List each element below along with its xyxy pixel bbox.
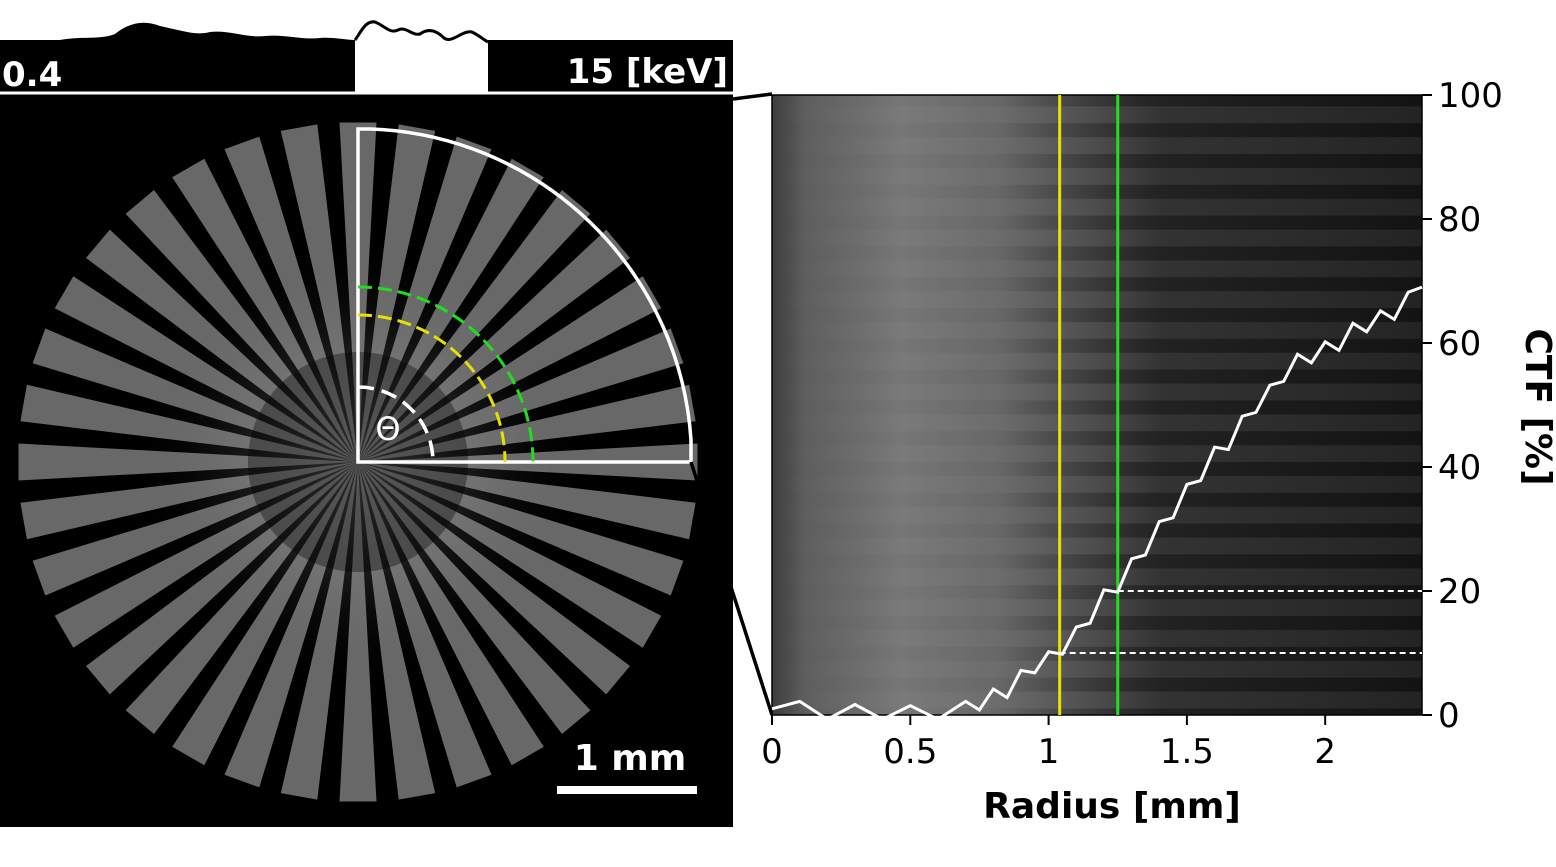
ctf-curve: [771, 285, 1423, 722]
x-tick-label: 0.5: [883, 732, 937, 772]
theta-arc: [357, 385, 435, 463]
y-tick-label: 0: [1438, 696, 1460, 736]
star-spoke: [224, 136, 358, 462]
star-spoke: [358, 384, 696, 462]
star-spokes: [18, 122, 698, 802]
star-spoke: [280, 124, 358, 463]
star-spoke: [358, 462, 544, 766]
star-spoke: [172, 158, 358, 462]
star-spoke: [358, 462, 684, 596]
zoom-connector-bottom: [689, 461, 774, 716]
siemens-star: [18, 122, 698, 802]
star-spoke: [54, 462, 358, 648]
spectrum-min-label: 0.4: [2, 55, 62, 95]
star-spoke: [358, 158, 544, 462]
zoom-connector-top: [732, 92, 773, 101]
y-tick-label: 20: [1438, 572, 1481, 612]
star-spoke: [32, 328, 358, 462]
star-spoke: [18, 443, 358, 481]
y-tick-label: 80: [1438, 200, 1481, 240]
y-tick-label: 100: [1438, 76, 1503, 116]
y-tick-label: 60: [1438, 324, 1481, 364]
star-spoke: [224, 462, 358, 788]
spoke-stripes: [772, 95, 1422, 715]
star-spoke: [358, 462, 492, 788]
star-spoke: [280, 462, 358, 800]
energy-window: [355, 40, 488, 92]
star-spoke: [358, 229, 630, 462]
y-axis-label: CTF [%]: [1517, 328, 1556, 485]
x-axis-ticks: 0 0.5 1 1.5 2: [761, 715, 1336, 772]
quadrant-region: Θ: [356, 127, 693, 464]
spectrum-bar: 0.4 15 [keV]: [0, 20, 733, 95]
yellow-radius-arc: [357, 313, 507, 463]
star-spoke: [358, 462, 630, 695]
star-spoke: [339, 462, 377, 802]
star-spoke: [86, 229, 358, 462]
spectrum-max-label: 15 [keV]: [567, 52, 728, 92]
scale-bar-line: [557, 786, 697, 794]
star-spoke: [358, 462, 662, 648]
star-spoke: [358, 462, 436, 800]
scale-bar: 1 mm: [557, 738, 697, 794]
star-spoke: [358, 462, 591, 734]
star-spoke: [358, 124, 436, 463]
threshold-markers: [1058, 95, 1422, 715]
star-spoke: [20, 384, 359, 462]
star-spoke: [125, 190, 358, 462]
star-spoke: [358, 462, 696, 540]
x-tick-label: 0: [761, 732, 783, 772]
y-tick-label: 40: [1438, 448, 1481, 488]
scale-bar-label: 1 mm: [574, 738, 687, 779]
star-spoke: [32, 462, 358, 596]
star-spoke: [358, 190, 591, 462]
x-tick-label: 1: [1038, 732, 1060, 772]
star-spoke: [54, 276, 358, 462]
star-spoke: [125, 462, 358, 734]
star-spoke: [20, 462, 359, 540]
x-tick-label: 1.5: [1160, 732, 1214, 772]
x-axis-label: Radius [mm]: [983, 786, 1241, 827]
ctf-chart: 0 0.5 1 1.5 2 0 20 40 60 80 100 Radius [mm] CTF […: [761, 76, 1556, 827]
star-spoke: [358, 276, 662, 462]
star-spoke: [172, 462, 358, 766]
y-axis-ticks: 0 20 40 60 80 100: [1422, 76, 1503, 736]
theta-label: Θ: [375, 410, 400, 448]
x-tick-label: 2: [1314, 732, 1336, 772]
star-spoke: [86, 462, 358, 695]
